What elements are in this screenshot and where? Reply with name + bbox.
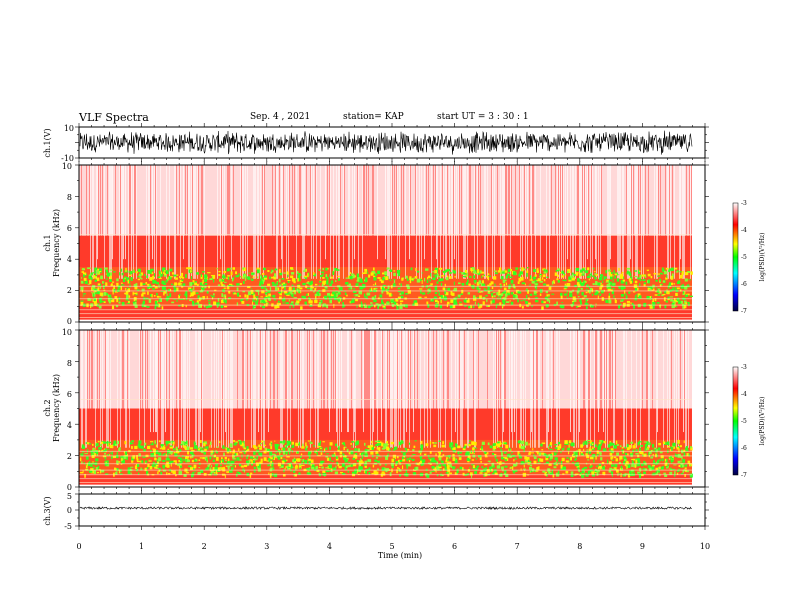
ch1-freq-tick-2: 2 (67, 286, 72, 295)
ch3-ytick-m5: -5 (64, 522, 72, 531)
ch1-cbar-tick-m7: -7 (741, 308, 747, 315)
ch1-freq-tick-6: 6 (67, 224, 72, 233)
ch1-freq-tick-8: 8 (67, 193, 72, 202)
ch2-spectrogram-panel: 0 2 4 6 8 10 ch.2 Frequency (kHz) -3 -4 … (43, 328, 766, 492)
ch3-ytick-5: 5 (67, 492, 72, 501)
x-tick-7: 7 (515, 542, 520, 551)
x-tick-5: 5 (389, 542, 394, 551)
ch1-waveform-line (79, 130, 693, 155)
chart-title: VLF Spectra (79, 111, 149, 124)
ch2-freq-tick-6: 6 (67, 390, 72, 399)
x-tick-10: 10 (700, 542, 710, 551)
ch1-ylabel: ch.1(V) (43, 128, 52, 157)
date-label: Sep. 4 , 2021 (250, 112, 311, 122)
ch1-freq-tick-10: 10 (62, 162, 72, 171)
ch1-freq-tick-0: 0 (67, 317, 72, 326)
ch3-waveform-panel: 5 0 -5 ch.3(V) (43, 492, 706, 531)
ch1-cbar-tick-m5: -5 (741, 254, 747, 261)
ch2-ylabel-frequency: Frequency (kHz) (52, 374, 61, 442)
ch2-freq-tick-10: 10 (62, 328, 72, 337)
ch1-cbar-label: log(PSD)(V²/Hz) (759, 233, 766, 282)
start-time-label: start UT = 3 : 30 : 1 (437, 112, 529, 122)
x-tick-9: 9 (640, 542, 645, 551)
ch1-ytick-bottom: -10 (61, 154, 74, 163)
ch2-ylabel-channel: ch.2 (43, 399, 52, 416)
ch1-cbar-tick-m4: -4 (741, 227, 747, 234)
ch2-freq-tick-2: 2 (67, 452, 72, 461)
x-tick-3: 3 (264, 542, 269, 551)
ch2-cbar-tick-m3: -3 (741, 364, 747, 371)
x-axis-label: Time (min) (378, 551, 422, 560)
ch1-freq-tick-4: 4 (67, 255, 72, 264)
ch3-ylabel: ch.3(V) (43, 496, 52, 525)
time-axis (75, 123, 709, 530)
ch2-freq-tick-4: 4 (67, 421, 72, 430)
ch3-waveform-line (79, 506, 692, 511)
ch1-ylabel-frequency: Frequency (kHz) (52, 209, 61, 277)
ch2-cbar-tick-m5: -5 (741, 418, 747, 425)
x-tick-6: 6 (452, 542, 457, 551)
x-tick-8: 8 (577, 542, 582, 551)
ch2-freq-tick-8: 8 (67, 359, 72, 368)
ch1-cbar-tick-m6: -6 (741, 281, 747, 288)
ch2-cbar-tick-m7: -7 (741, 472, 747, 479)
ch3-ytick-0: 0 (67, 506, 72, 515)
ch1-ytick-top: 10 (64, 124, 74, 133)
ch2-spectrogram-image (79, 330, 693, 487)
ch1-cbar-tick-m3: -3 (741, 200, 747, 207)
ch2-cbar-tick-m6: -6 (741, 445, 747, 452)
station-label: station= KAP (343, 112, 404, 122)
ch2-cbar-tick-m4: -4 (741, 391, 747, 398)
ch1-spectrogram-image (79, 165, 694, 322)
ch1-ylabel-channel: ch.1 (43, 234, 52, 251)
x-tick-0: 0 (76, 542, 81, 551)
ch2-freq-tick-0: 0 (67, 483, 72, 492)
ch1-spectrogram-panel: 0 2 4 6 8 10 ch.1 Frequency (kHz) -3 -4 … (43, 162, 766, 326)
ch1-colorbar (732, 202, 739, 312)
x-tick-4: 4 (327, 542, 332, 551)
x-tick-1: 1 (139, 542, 144, 551)
ch2-colorbar (732, 366, 739, 476)
ch2-cbar-label: log(PSD)(V²/Hz) (759, 397, 766, 446)
ch1-waveform-panel: 10 -10 ch.1(V) (43, 124, 706, 163)
x-tick-2: 2 (202, 542, 207, 551)
